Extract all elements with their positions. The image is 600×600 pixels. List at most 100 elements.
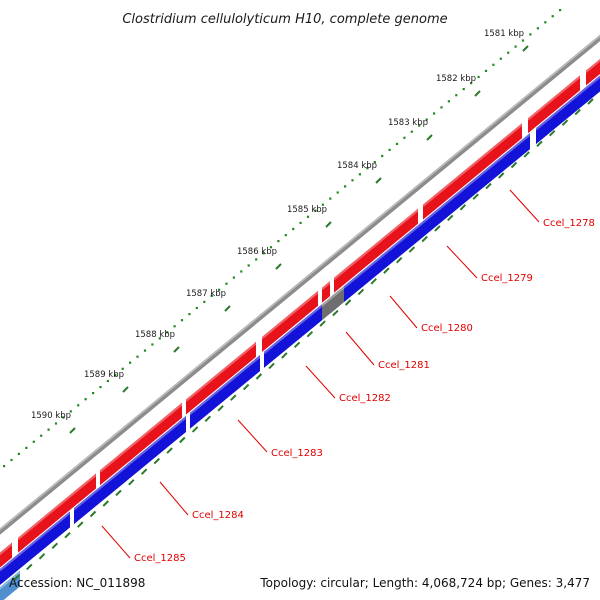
gene-label-layer: Ccel_1278 Ccel_1279 Ccel_1280 Ccel_1281 Ccel… bbox=[101, 189, 595, 564]
nucleotide-dot bbox=[180, 319, 184, 322]
forward-gene-highlight bbox=[585, 59, 600, 73]
nucleotide-dot bbox=[136, 355, 139, 358]
nucleotide-dot bbox=[344, 185, 347, 188]
nucleotide-dot bbox=[173, 325, 176, 328]
nucleotide-dot bbox=[10, 458, 13, 462]
position-tick bbox=[459, 204, 467, 211]
nucleotide-dot bbox=[99, 386, 102, 389]
nucleotide-dot bbox=[77, 404, 80, 407]
position-tick bbox=[408, 246, 416, 253]
nucleotide-dot bbox=[470, 82, 473, 85]
nucleotide-dot bbox=[218, 288, 221, 291]
reverse-gene bbox=[344, 133, 530, 303]
nucleotide-dot bbox=[358, 173, 361, 176]
genome-backbone bbox=[0, 34, 600, 535]
kbp-label: 1587 kbp bbox=[186, 289, 226, 299]
kbp-label: 1585 kbp bbox=[287, 205, 327, 215]
position-tick bbox=[497, 172, 505, 179]
gene-leader-line bbox=[159, 481, 189, 516]
forward-gene bbox=[18, 473, 96, 553]
position-tick bbox=[242, 383, 250, 391]
nucleotide-dot bbox=[151, 343, 154, 346]
partial-gene-highlight bbox=[0, 571, 21, 590]
nucleotide-dot bbox=[373, 161, 376, 164]
reverse-gene bbox=[190, 355, 260, 429]
position-tick bbox=[191, 426, 199, 433]
forward-gene-highlight bbox=[0, 543, 13, 556]
nucleotide-dot bbox=[433, 112, 436, 115]
gene-leader-line bbox=[446, 245, 478, 279]
kbp-ruler: 1581 kbp 1582 kbp 1583 kbp 1584 kbp 1585 kbp… bbox=[31, 29, 529, 434]
forward-gene bbox=[100, 402, 182, 486]
position-tick bbox=[115, 489, 122, 497]
reverse-gene-highlight bbox=[73, 416, 187, 511]
gene-tracks bbox=[0, 58, 600, 600]
nucleotide-dot bbox=[106, 379, 109, 383]
nucleotide-dot bbox=[477, 75, 480, 79]
position-tick bbox=[370, 278, 377, 285]
nucleotide-dot bbox=[366, 167, 369, 170]
nucleotide-dot bbox=[158, 337, 161, 340]
position-tick bbox=[421, 235, 428, 243]
nucleotide-dot bbox=[455, 94, 458, 97]
position-tick bbox=[255, 373, 263, 380]
reverse-gene-highlight bbox=[189, 355, 261, 415]
nucleotide-dot bbox=[529, 33, 532, 36]
nucleotide-dot bbox=[47, 428, 50, 431]
position-tick bbox=[434, 225, 441, 232]
position-tick bbox=[472, 193, 479, 200]
nucleotide-dot bbox=[395, 142, 399, 145]
nucleotide-dot bbox=[40, 434, 43, 437]
genome-summary-text: Topology: circular; Length: 4,068,724 bp… bbox=[259, 576, 590, 590]
position-tick bbox=[485, 182, 492, 190]
forward-gene bbox=[322, 281, 330, 303]
nucleotide-dot bbox=[514, 45, 517, 48]
nucleotide-dot bbox=[69, 410, 72, 413]
position-tick bbox=[166, 447, 173, 454]
kbp-major-tick bbox=[426, 134, 433, 141]
kbp-major-tick bbox=[69, 427, 76, 434]
reverse-gene bbox=[264, 304, 322, 368]
kbp-major-tick bbox=[375, 177, 382, 184]
nucleotide-dot bbox=[203, 300, 206, 303]
nucleotide-dot bbox=[329, 197, 332, 200]
kbp-major-tick bbox=[224, 305, 231, 312]
position-tick bbox=[153, 457, 161, 465]
nucleotide-dot bbox=[195, 306, 198, 310]
position-tick bbox=[102, 500, 110, 507]
nucleotide-dot bbox=[321, 203, 324, 206]
kbp-major-tick bbox=[474, 90, 481, 97]
forward-gene-highlight bbox=[185, 342, 257, 402]
position-tick bbox=[293, 341, 301, 349]
nucleotide-dot bbox=[25, 446, 28, 449]
position-tick bbox=[319, 320, 326, 327]
nucleotide-dot bbox=[551, 15, 554, 18]
position-tick bbox=[587, 98, 594, 105]
nucleotide-dot bbox=[381, 154, 384, 158]
nucleotide-dot bbox=[143, 349, 147, 352]
gene-label: Ccel_1280 bbox=[421, 323, 473, 334]
forward-gene bbox=[0, 542, 12, 568]
nucleotide-dot bbox=[492, 63, 495, 66]
reverse-gene bbox=[0, 511, 70, 585]
nucleotide-dot bbox=[521, 39, 525, 42]
forward-gene-highlight bbox=[99, 403, 183, 473]
nucleotide-dot bbox=[440, 106, 443, 109]
forward-gene bbox=[334, 208, 418, 293]
forward-gene-highlight bbox=[333, 209, 419, 281]
gene-label: Ccel_1282 bbox=[339, 393, 391, 404]
nucleotide-dot bbox=[92, 392, 95, 395]
gene-leader-line bbox=[101, 525, 131, 559]
gene-leader-line bbox=[237, 419, 268, 453]
reverse-gene-highlight bbox=[263, 304, 323, 355]
nucleotide-dot bbox=[114, 373, 117, 376]
unknown-gene bbox=[322, 286, 344, 321]
nucleotide-dot bbox=[336, 191, 339, 194]
gene-label: Ccel_1279 bbox=[481, 273, 533, 284]
nucleotide-dot bbox=[306, 215, 310, 218]
position-tick bbox=[26, 563, 33, 571]
nucleotide-dot bbox=[403, 136, 406, 139]
nucleotide-dot bbox=[32, 440, 35, 443]
nucleotide-dot bbox=[544, 21, 547, 24]
